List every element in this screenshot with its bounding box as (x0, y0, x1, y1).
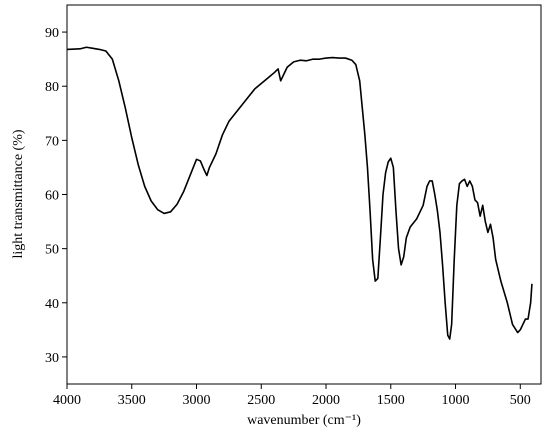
x-tick-label: 500 (510, 393, 531, 408)
x-tick-label: 1000 (442, 393, 470, 408)
x-tick-label: 3500 (118, 393, 146, 408)
y-tick-label: 50 (45, 243, 59, 258)
x-tick-label: 4000 (53, 393, 81, 408)
x-tick-label: 1500 (377, 393, 405, 408)
x-tick-label: 3000 (183, 393, 211, 408)
y-axis-label: light transmittance (%) (11, 129, 26, 258)
x-tick-label: 2500 (247, 393, 275, 408)
x-tick-label: 2000 (312, 393, 340, 408)
y-tick-label: 60 (45, 189, 59, 204)
y-tick-label: 70 (45, 134, 59, 149)
plot-frame (66, 4, 542, 385)
y-tick-label: 40 (45, 297, 59, 312)
x-axis-label: wavenumber (cm⁻¹) (247, 413, 361, 428)
y-tick-label: 90 (45, 26, 59, 41)
y-tick-label: 30 (45, 351, 59, 366)
spectrum-line (66, 46, 533, 340)
y-tick-label: 80 (45, 80, 59, 95)
